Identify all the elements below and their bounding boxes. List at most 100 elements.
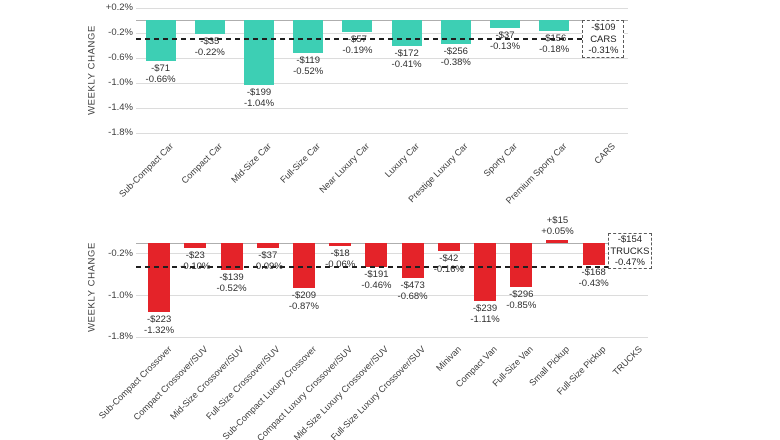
gridline [136,82,628,84]
bar-value-label: -$209 -0.87% [268,290,340,312]
average-dollar-value: -$154 [617,234,643,246]
bar-value-label: -$18 -0.06% [304,248,376,270]
bar-percent-value: -0.18% [539,44,570,56]
bar-percent-value: -0.87% [288,301,319,313]
bar-percent-value: -0.10% [180,261,211,273]
bar [546,240,569,243]
bar [244,20,274,85]
bar [184,243,207,249]
bar [490,20,520,29]
bar-percent-value: -1.11% [470,313,500,325]
bar [342,20,373,32]
bar-dollar-value: -$473 [400,280,425,292]
bar-percent-value: -0.19% [342,44,373,56]
bar-value-label: -$172 -0.41% [371,48,443,70]
average-dollar-value: -$109 [591,22,616,34]
bar [539,20,570,32]
bar-percent-value: +0.05% [541,226,574,238]
bar-percent-value: -0.85% [506,300,537,312]
bar-value-label: -$35 -0.22% [174,36,246,58]
bar [510,243,533,288]
bar-dollar-value: -$71 [151,63,171,75]
bar-value-label: -$473 -0.68% [377,280,449,302]
bar-dollar-value: -$296 [509,289,534,301]
bar-value-label: -$23 -0.10% [159,250,231,272]
bar-dollar-value: -$57 [347,33,367,45]
bar-dollar-value: -$191 [364,268,389,280]
zero-axis-line [136,243,648,244]
bar-value-label: -$42 -0.16% [413,253,485,275]
gridline [136,132,628,134]
average-name: TRUCKS [610,245,650,257]
bar-value-label: +$15 +0.05% [521,215,593,237]
bar-percent-value: -0.22% [194,46,225,58]
bar-value-label: -$37 -0.09% [232,250,304,272]
bar-percent-value: -0.46% [361,279,392,291]
ytick-label: -1.8% [108,127,133,138]
bar-value-label: -$296 -0.85% [485,289,557,311]
bar-percent-value: -0.41% [391,58,422,70]
bar-dollar-value: -$168 [581,267,606,279]
bar-value-label: -$168 -0.43% [558,267,630,289]
bar-dollar-value: -$156 [542,33,567,45]
bar [148,243,171,312]
gridline [136,7,628,9]
bar-value-label: -$256 -0.38% [420,46,492,68]
bar-value-label: -$139 -0.52% [196,272,268,294]
bar [401,243,424,279]
bar-value-label: -$71 -0.66% [125,63,197,85]
ytick-label: -0.6% [108,52,133,63]
bar-dollar-value: -$223 [146,313,172,325]
average-dashline [136,38,583,41]
bar-percent-value: -0.43% [578,278,609,290]
zero-axis-line [136,20,628,21]
bar-dollar-value: -$23 [185,250,205,262]
bar-dollar-value: -$119 [296,54,320,66]
bar [365,243,388,267]
bar [293,20,324,53]
bar-dollar-value: -$18 [330,248,350,260]
average-box: -$109 CARS -0.31% [582,20,625,59]
bar-percent-value: -0.52% [216,283,247,295]
gridline [136,32,628,34]
bar [437,243,460,252]
category-label: Sub-Compact Crossover [96,344,174,421]
bar-value-label: -$223 -1.32% [123,314,195,336]
bar [194,20,225,34]
bar-dollar-value: +$15 [546,215,569,227]
bar-value-label: -$57 -0.19% [321,34,393,56]
ytick-label: -1.8% [108,331,133,343]
category-label: Minivan [433,344,463,374]
bar-dollar-value: -$199 [246,87,272,98]
bar-percent-value: -1.04% [243,98,275,109]
bar [292,243,315,289]
ytick-label: -0.2% [108,247,133,259]
bar-value-label: -$199 -1.04% [223,87,295,109]
ytick-label: +0.2% [105,2,133,13]
bar-dollar-value: -$37 [495,30,515,42]
bar-percent-value: -0.06% [325,259,356,271]
bar-dollar-value: -$172 [394,47,419,59]
ytick-label: -1.4% [108,102,133,113]
gridline [136,107,628,109]
category-label: TRUCKS [610,344,644,378]
bar-dollar-value: -$209 [291,290,317,302]
bar-value-label: -$239 -1.11% [449,303,521,325]
bar-dollar-value: -$42 [439,253,459,265]
average-box: -$154 TRUCKS -0.47% [607,233,652,270]
bar-percent-value: -0.66% [145,74,176,86]
bar [329,243,352,247]
bar [440,20,471,44]
bar-value-label: -$119 -0.52% [272,55,344,77]
average-dashline [136,266,608,269]
bar-value-label: -$191 -0.46% [340,269,412,291]
bar-dollar-value: -$35 [200,35,220,47]
ytick-label: -1.0% [108,289,133,301]
bar-percent-value: -1.32% [144,324,175,336]
bar-percent-value: -0.68% [397,291,428,303]
category-label: Full-Size Crossover/SUV [204,344,282,422]
bar [582,243,605,266]
average-percent-value: -0.31% [588,45,619,57]
